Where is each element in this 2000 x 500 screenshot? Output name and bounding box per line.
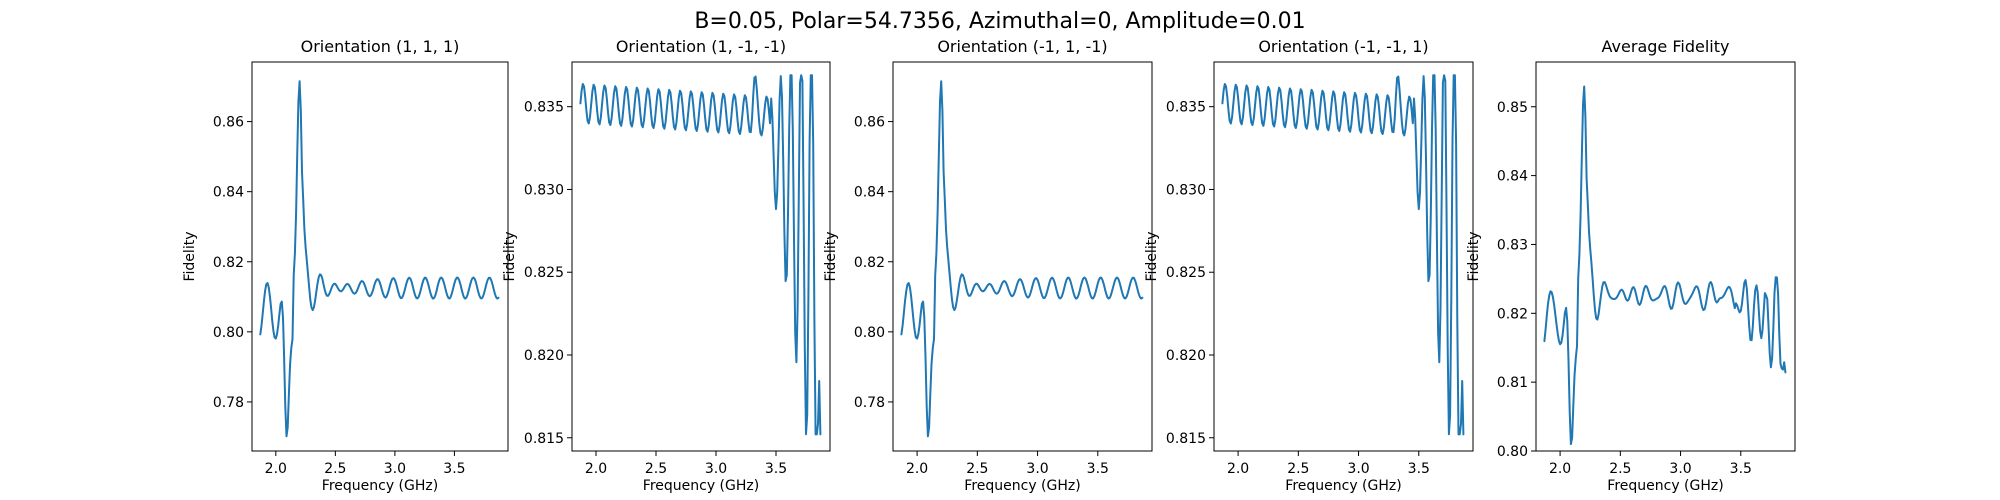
x-tick-label: 3.0: [1026, 461, 1048, 477]
subplot-title: Orientation (1, 1, 1): [301, 37, 460, 56]
y-tick-label: 0.825: [524, 265, 564, 281]
y-tick-label: 0.80: [1497, 444, 1528, 460]
subplot-2: 2.0 2.5 3.0 3.5 0.815 0.820 0.825 0.830 0.835 Ori…: [502, 37, 831, 494]
axes-frame: [1213, 61, 1474, 452]
figure-title: B=0.05, Polar=54.7356, Azimuthal=0, Ampl…: [694, 9, 1305, 34]
y-axis-label: Fidelity: [502, 232, 518, 282]
y-tick-label: 0.80: [213, 325, 244, 341]
y-tick-label: 0.815: [1166, 431, 1206, 447]
subplot-3: 2.0 2.5 3.0 3.5 0.78 0.80 0.82 0.84 0.86 Orientat…: [823, 37, 1153, 494]
y-tick-label: 0.815: [524, 431, 564, 447]
series-line: [579, 74, 822, 436]
subplot-title: Orientation (1, -1, -1): [616, 37, 786, 56]
series-line: [1221, 74, 1465, 436]
x-tick-label: 3.5: [1730, 461, 1752, 477]
x-tick-label: 3.5: [765, 461, 787, 477]
y-tick-label: 0.84: [213, 185, 244, 201]
series-line: [1543, 85, 1787, 446]
x-axis-label: Frequency (GHz): [964, 478, 1080, 494]
subplot-title: Orientation (-1, 1, -1): [937, 37, 1107, 56]
y-tick-label: 0.820: [524, 348, 564, 364]
x-tick-label: 3.0: [384, 461, 406, 477]
x-tick-label: 3.0: [705, 461, 727, 477]
subplot-5: 2.0 2.5 3.0 3.5 0.80 0.81 0.82 0.83 0.84 0.85 Aver…: [1466, 37, 1796, 494]
x-tick-label: 2.5: [645, 461, 667, 477]
y-tick-label: 0.835: [1166, 100, 1206, 116]
x-axis-label: Frequency (GHz): [643, 478, 759, 494]
subplots: 2.0 2.5 3.0 3.5 0.78 0.80 0.82 0.84 0.86 Orientat…: [182, 37, 1796, 494]
x-tick-label: 2.0: [1227, 461, 1249, 477]
series-line: [900, 80, 1144, 438]
y-tick-label: 0.86: [213, 115, 244, 131]
y-tick-label: 0.84: [1497, 169, 1528, 185]
y-tick-label: 0.82: [1497, 306, 1528, 322]
y-tick-label: 0.78: [854, 395, 885, 411]
x-tick-label: 2.5: [1609, 461, 1631, 477]
x-tick-label: 2.0: [906, 461, 928, 477]
y-tick-label: 0.835: [524, 100, 564, 116]
axes-frame: [251, 61, 509, 452]
y-axis-label: Fidelity: [823, 232, 839, 282]
x-tick-label: 2.5: [324, 461, 346, 477]
axes-frame: [571, 61, 831, 452]
x-tick-label: 3.0: [1669, 461, 1691, 477]
y-tick-label: 0.85: [1497, 100, 1528, 116]
y-tick-label: 0.78: [213, 395, 244, 411]
x-tick-label: 2.0: [1549, 461, 1571, 477]
subplot-title: Orientation (-1, -1, 1): [1258, 37, 1428, 56]
y-tick-label: 0.820: [1166, 348, 1206, 364]
y-tick-label: 0.80: [854, 325, 885, 341]
x-axis-label: Frequency (GHz): [1607, 478, 1723, 494]
y-tick-label: 0.81: [1497, 375, 1528, 391]
x-tick-label: 3.5: [1087, 461, 1109, 477]
subplot-1: 2.0 2.5 3.0 3.5 0.78 0.80 0.82 0.84 0.86 Orientat…: [182, 37, 509, 494]
y-tick-label: 0.84: [854, 185, 885, 201]
x-tick-label: 3.5: [1408, 461, 1430, 477]
y-tick-label: 0.82: [854, 255, 885, 271]
y-axis-label: Fidelity: [1466, 232, 1482, 282]
x-tick-label: 3.0: [1347, 461, 1369, 477]
y-tick-label: 0.830: [1166, 182, 1206, 198]
y-axis-label: Fidelity: [1144, 232, 1160, 282]
x-tick-label: 2.5: [966, 461, 988, 477]
subplot-title: Average Fidelity: [1602, 37, 1730, 56]
y-axis-label: Fidelity: [182, 232, 198, 282]
axes-frame: [892, 61, 1153, 452]
x-tick-label: 2.0: [265, 461, 287, 477]
y-tick-label: 0.825: [1166, 265, 1206, 281]
series-line: [259, 80, 500, 438]
subplot-4: 2.0 2.5 3.0 3.5 0.815 0.820 0.825 0.830 0.835 Ori…: [1144, 37, 1474, 494]
x-tick-label: 3.5: [443, 461, 465, 477]
axes-frame: [1535, 61, 1796, 452]
x-tick-label: 2.0: [585, 461, 607, 477]
y-tick-label: 0.82: [213, 255, 244, 271]
y-tick-label: 0.86: [854, 115, 885, 131]
y-tick-label: 0.830: [524, 182, 564, 198]
x-axis-label: Frequency (GHz): [1285, 478, 1401, 494]
y-tick-label: 0.83: [1497, 237, 1528, 253]
x-tick-label: 2.5: [1287, 461, 1309, 477]
x-axis-label: Frequency (GHz): [322, 478, 438, 494]
